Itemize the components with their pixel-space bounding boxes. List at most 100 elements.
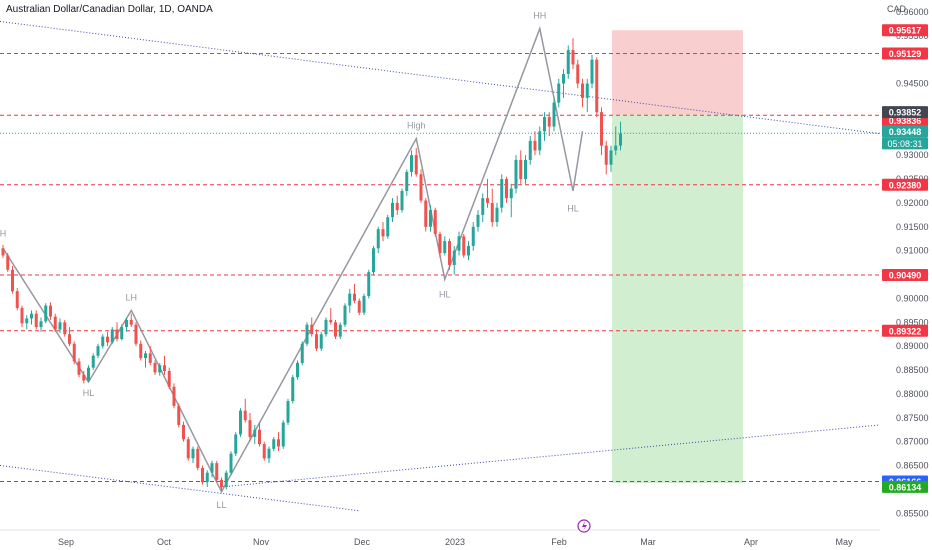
candle-body [590,59,594,84]
stop-price-badge-text: 0.95617 [889,26,922,36]
candle-body [353,293,356,301]
level-badge-text: 0.89322 [889,326,922,336]
y-tick-label: 0.92000 [896,198,929,208]
candle-body [547,116,551,127]
candle-body [291,377,295,402]
candle-body [471,226,475,246]
x-tick-label: Sep [58,537,74,547]
candle-body [6,255,10,270]
target-price-badge-text: 0.86134 [889,482,922,492]
candle-body [519,159,523,180]
candle-body [77,361,81,375]
candle-body [44,305,48,322]
level-badge-text: 0.92380 [889,180,922,190]
current-price-countdown-bg [882,137,928,150]
candle-body [514,159,518,189]
stop-loss-zone [612,30,743,115]
candle-body [438,233,442,254]
lower-trend-line [0,465,361,512]
candle-body [566,50,570,75]
candle-body [34,313,38,328]
candle-body [604,145,608,165]
candle-body [281,422,285,447]
candle-body [557,83,561,103]
candle-body [253,429,257,437]
candle-body [595,59,599,113]
candle-body [486,198,489,203]
y-tick-label: 0.91000 [896,246,929,256]
candle-body [134,324,138,344]
candle-body [600,112,603,146]
level-badge [882,269,928,282]
candle-body [300,343,304,363]
level-badge [882,324,928,337]
candle-body [272,439,276,449]
candle-body [571,50,575,65]
current-price-countdown: 05:08:31 [887,139,922,149]
candle-body [429,210,432,227]
candle-body [391,202,394,218]
candle-body [286,401,290,423]
candle-body [419,174,423,201]
candle-body [215,463,219,480]
candle-body [72,343,76,362]
candle-body [509,188,513,199]
candle-body [467,245,470,256]
candle-body [163,365,166,371]
lightning-icon [577,519,591,533]
candle-body [120,327,124,340]
candle-body [343,305,347,325]
swing-label: H [0,228,6,238]
candle-body [91,355,95,368]
candle-body [96,346,100,356]
candle-body [381,229,385,237]
horizontal-levels [0,53,880,482]
level-badge-text: 0.90490 [889,271,922,281]
x-tick-label: May [835,537,853,547]
candle-body [15,291,19,308]
candle-body [329,319,333,323]
y-tick-label: 0.94500 [896,79,929,89]
candle-body [319,334,323,349]
candle-body [196,448,200,468]
candle-body [372,248,375,273]
candle-body [481,198,485,215]
candle-body [224,472,228,488]
candle-body [167,371,171,387]
candle-body [400,190,404,211]
level-badge-text: 0.93836 [889,116,922,126]
current-price-badge [882,125,928,138]
descending-trend-line [0,20,881,135]
swing-label: LL [216,500,226,510]
current-price-badge-text: 0.93448 [889,127,922,137]
x-tick-label: Feb [551,537,567,547]
candle-body [20,307,24,324]
candle-body [424,200,428,227]
level-badge-text: 0.95129 [889,49,922,59]
candle-body [49,305,52,317]
candle-body [277,439,280,447]
candle-body [310,324,314,335]
candle-body [148,353,152,363]
candle-body [562,74,565,84]
x-tick-label: Mar [640,537,656,547]
candle-body [528,140,532,160]
candle-body [315,334,318,349]
y-tick-label: 0.85500 [896,508,929,518]
candle-body [476,214,480,227]
candle-body [201,467,204,483]
y-tick-label: 0.89500 [896,317,929,327]
candle-body [524,159,527,180]
x-tick-label: Nov [253,537,270,547]
candle-body [267,448,271,459]
candle-body [500,179,504,208]
candle-body [63,322,67,335]
y-tick-label: 0.87500 [896,413,929,423]
y-tick-label: 0.87000 [896,437,929,447]
candle-body [186,439,190,459]
swing-label: HL [439,289,451,299]
candle-body [248,420,252,437]
candle-body [367,272,371,297]
